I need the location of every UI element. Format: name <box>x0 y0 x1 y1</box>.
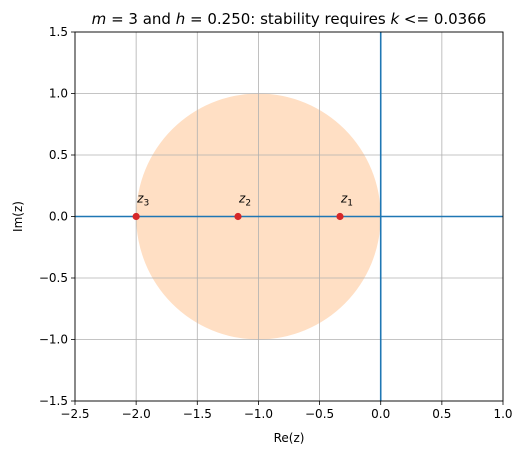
point-label-z1: z1 <box>340 192 353 209</box>
y-tick-label: −1.5 <box>39 394 68 408</box>
x-tick-label: 1.0 <box>493 407 512 421</box>
x-tick-label: −0.5 <box>305 407 334 421</box>
x-axis-label: Re(z) <box>274 431 305 445</box>
y-tick-label: 0.0 <box>49 210 68 224</box>
point-label-z3: z3 <box>136 192 149 209</box>
data-point-z1 <box>336 212 344 221</box>
x-tick-label: −1.0 <box>244 407 273 421</box>
y-tick-label: −1.0 <box>39 333 68 347</box>
y-tick-label: 1.5 <box>49 25 68 39</box>
point-label-z2: z2 <box>238 192 251 209</box>
chart-title: m = 3 and h = 0.250: stability requires … <box>92 10 487 28</box>
y-axis-label: Im(z) <box>11 201 25 232</box>
y-tick-label: −0.5 <box>39 271 68 285</box>
y-tick-label: 1.0 <box>49 87 68 101</box>
x-tick-label: 0.0 <box>371 407 390 421</box>
data-point-z2 <box>234 212 242 221</box>
data-point-z3 <box>132 212 140 221</box>
x-tick-label: −1.5 <box>183 407 212 421</box>
x-tick-label: −2.5 <box>60 407 89 421</box>
x-tick-label: −2.0 <box>122 407 151 421</box>
x-tick-label: 0.5 <box>432 407 451 421</box>
y-tick-label: 0.5 <box>49 148 68 162</box>
